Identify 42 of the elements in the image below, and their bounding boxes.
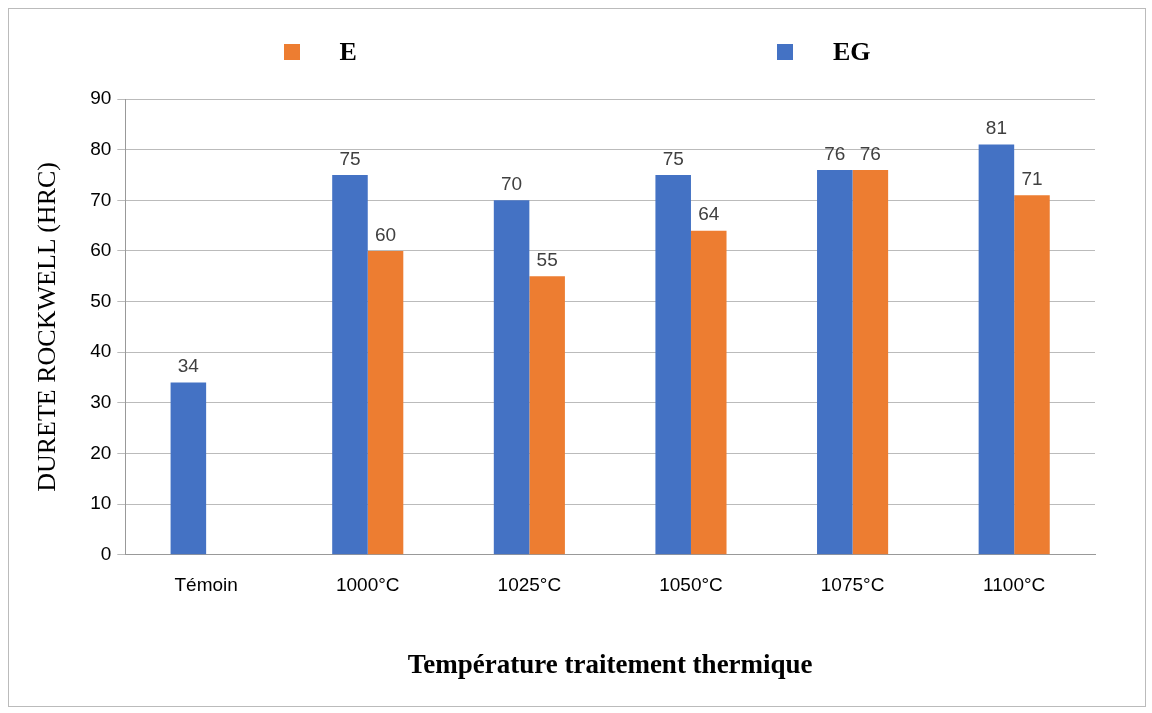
data-label: 60 bbox=[374, 223, 397, 245]
data-label: 75 bbox=[662, 147, 684, 169]
legend-label: EG bbox=[832, 37, 871, 67]
data-label: 55 bbox=[536, 248, 558, 270]
bar bbox=[978, 144, 1015, 555]
bar bbox=[852, 169, 889, 555]
x-tick-label: Témoin bbox=[174, 574, 238, 596]
bar bbox=[493, 200, 530, 555]
y-tick-label: 10 bbox=[90, 492, 112, 514]
data-label: 70 bbox=[501, 173, 523, 195]
bar bbox=[332, 174, 368, 555]
x-tick-label: 1000°C bbox=[335, 574, 400, 596]
y-tick-label: 60 bbox=[90, 239, 112, 261]
y-tick-label: 50 bbox=[90, 289, 112, 311]
y-tick-label: 0 bbox=[100, 543, 112, 565]
y-tick-label: 80 bbox=[90, 137, 112, 159]
data-label: 76 bbox=[859, 142, 881, 164]
bar bbox=[367, 250, 404, 555]
bar bbox=[655, 174, 691, 555]
legend-label: E bbox=[339, 37, 357, 67]
bar bbox=[1014, 195, 1050, 555]
y-tick-label: 20 bbox=[90, 441, 112, 463]
data-label: 75 bbox=[339, 147, 361, 169]
y-tick-label: 40 bbox=[90, 340, 112, 362]
x-tick-label: 1075°C bbox=[820, 574, 885, 596]
x-tick-label: 1100°C bbox=[983, 574, 1046, 596]
x-axis-title: Température traitement thermique bbox=[407, 648, 813, 679]
x-tick-label: 1050°C bbox=[659, 574, 723, 596]
data-label: 81 bbox=[985, 117, 1007, 139]
data-label: 34 bbox=[177, 355, 200, 377]
y-tick-label: 90 bbox=[90, 87, 112, 109]
bar bbox=[529, 276, 565, 555]
bar bbox=[170, 382, 207, 555]
bar bbox=[690, 230, 727, 555]
x-tick-label: 1025°C bbox=[497, 574, 562, 596]
bar bbox=[817, 169, 853, 555]
data-label: 64 bbox=[698, 203, 720, 225]
data-label: 71 bbox=[1021, 167, 1043, 189]
y-axis-title: DURETE ROCKWELL (HRC) bbox=[32, 162, 62, 492]
y-tick-label: 30 bbox=[90, 391, 112, 413]
data-label: 76 bbox=[824, 142, 846, 164]
y-tick-label: 70 bbox=[90, 188, 112, 210]
